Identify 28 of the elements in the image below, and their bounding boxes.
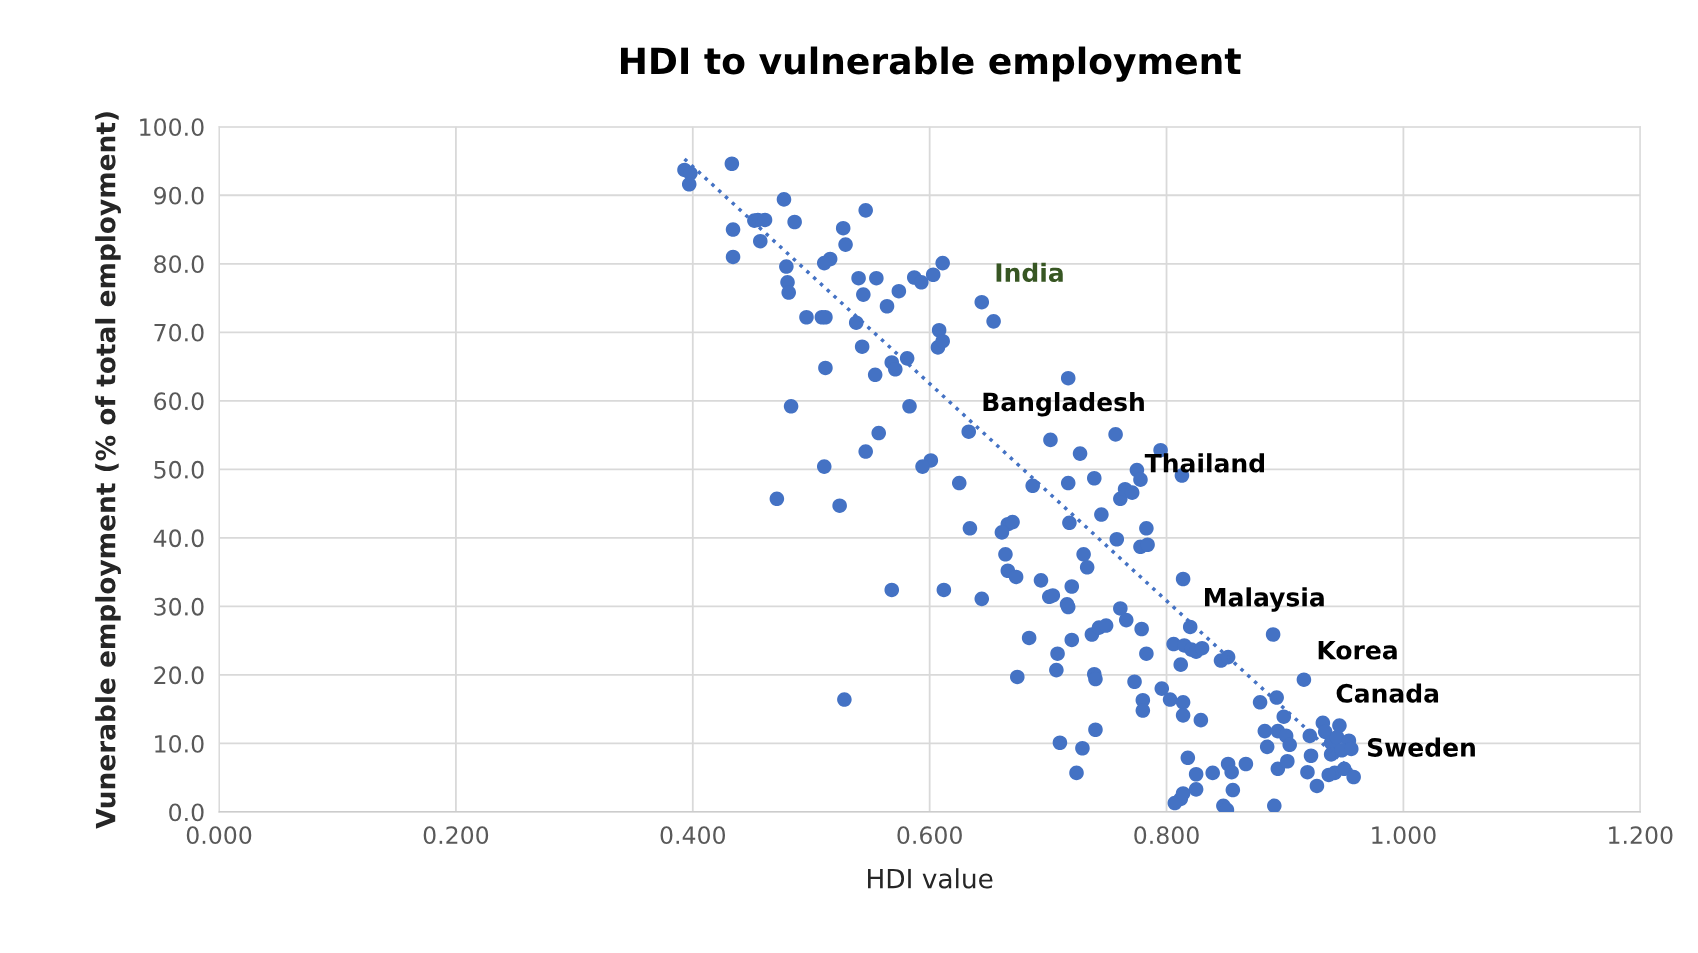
y-tick-label: 30.0	[154, 597, 204, 616]
y-tick-label: 10.0	[155, 734, 204, 753]
y-tick-label: 20.0	[154, 666, 204, 685]
x-tick-label: 0.600	[897, 826, 962, 845]
y-tick-label: 70.0	[154, 323, 204, 342]
annotation: Sweden	[1367, 737, 1475, 757]
y-tick-label: 40.0	[153, 529, 204, 548]
y-tick-label: 50.0	[154, 460, 204, 479]
annotation: Bangladesh	[983, 392, 1144, 417]
x-tick-label: 0.400	[660, 826, 726, 845]
y-tick-label: 100.0	[140, 118, 204, 137]
x-axis-title: HDI value	[868, 868, 993, 889]
y-tick-label: 60.0	[154, 392, 204, 411]
x-tick-label: 0.200	[423, 826, 489, 845]
x-tick-label: 1.200	[1609, 826, 1673, 845]
annotation: Thailand	[1144, 453, 1264, 473]
y-tick-label: 0.0	[169, 803, 204, 822]
x-tick-label: 1.000	[1372, 826, 1436, 845]
x-tick-label: 0.800	[1134, 826, 1199, 845]
y-tick-label: 90.0	[154, 186, 204, 205]
annotation: Korea	[1318, 641, 1397, 660]
annotation: India	[996, 262, 1063, 283]
chart-title: HDI to vulnerable employment	[621, 46, 1241, 82]
x-tick-label: 0.000	[186, 826, 252, 845]
annotation: Canada	[1336, 683, 1439, 703]
y-axis-title: Vunerable employment (% of total employment)	[95, 112, 121, 829]
y-tick-label: 80.0	[154, 255, 204, 274]
annotation: Malaysia	[1205, 587, 1324, 612]
